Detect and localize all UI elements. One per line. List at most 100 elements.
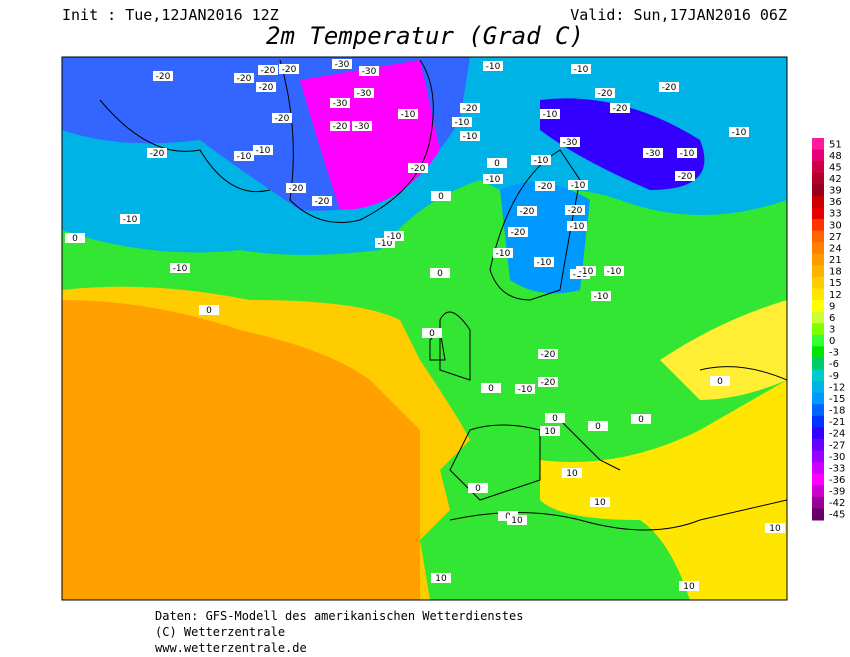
contour-label-box bbox=[534, 257, 554, 267]
contour-label-box bbox=[565, 205, 585, 215]
map-area: -20 -20-20 -20 -30-30-20-20-30-30-10-10-10-… bbox=[62, 57, 787, 600]
colorbar-label: 30 bbox=[829, 220, 842, 231]
contour-label: -10 bbox=[571, 181, 586, 191]
contour-label-box bbox=[562, 468, 582, 478]
colorbar-swatch bbox=[812, 415, 824, 428]
colorbar-label: 39 bbox=[829, 186, 842, 197]
contour-label: -20 bbox=[411, 164, 426, 174]
contour-label: -10 bbox=[574, 65, 589, 75]
contour-label-box bbox=[591, 291, 611, 301]
contour-label: -10 bbox=[543, 110, 558, 120]
contour-label: 0 bbox=[437, 269, 443, 279]
contour-label-box bbox=[515, 384, 535, 394]
init-time: Init : Tue,12JAN2016 12Z bbox=[62, 6, 279, 24]
contour-label-box bbox=[147, 148, 167, 158]
colorbar-swatch bbox=[812, 357, 824, 371]
colorbar-label: 27 bbox=[829, 232, 842, 243]
contour-label-box bbox=[120, 214, 140, 224]
contour-label-box bbox=[170, 263, 190, 273]
contour-label-box bbox=[508, 227, 528, 237]
colorbar-swatch bbox=[812, 149, 824, 162]
colorbar-swatch bbox=[812, 508, 824, 521]
contour-label: 0 bbox=[438, 192, 444, 202]
colorbar-label: 15 bbox=[829, 278, 842, 289]
colorbar-swatch bbox=[812, 195, 824, 208]
colorbar-swatch bbox=[812, 473, 824, 486]
contour-label-box bbox=[199, 305, 219, 315]
colorbar-swatch bbox=[812, 462, 824, 475]
contour-label-box bbox=[729, 127, 749, 137]
colorbar-label: 18 bbox=[829, 267, 842, 278]
contour-label-box bbox=[272, 113, 292, 123]
contour-label: 0 bbox=[552, 414, 558, 424]
colorbar-swatch bbox=[812, 276, 824, 289]
contour-label-box bbox=[535, 181, 555, 191]
colorbar-swatch bbox=[812, 311, 824, 324]
cold-region bbox=[540, 98, 705, 190]
contour-label-box bbox=[354, 88, 374, 98]
colorbar-swatch bbox=[812, 496, 824, 509]
warm-region bbox=[660, 300, 787, 400]
contour-label: 10 bbox=[544, 427, 556, 437]
contour-label: -20 bbox=[662, 83, 677, 93]
contour-label: -10 bbox=[173, 264, 188, 274]
colorbar-swatch bbox=[812, 485, 824, 498]
contour-label-box bbox=[765, 523, 785, 533]
colorbar-label: 21 bbox=[829, 255, 842, 266]
contour-label-box bbox=[234, 73, 254, 83]
contour-label: -20 bbox=[463, 104, 478, 114]
colorbar-label: 9 bbox=[829, 301, 835, 312]
colorbar-label: 45 bbox=[829, 162, 842, 173]
colorbar-label: -36 bbox=[829, 475, 845, 486]
colorbar-swatch bbox=[812, 242, 824, 255]
warm-region bbox=[540, 380, 787, 600]
colorbar-label: 48 bbox=[829, 151, 842, 162]
contour-label: -10 bbox=[537, 258, 552, 268]
contour-label-box bbox=[604, 266, 624, 276]
contour-label-box bbox=[531, 155, 551, 165]
colorbar-swatch bbox=[812, 253, 824, 266]
colorbar-swatch bbox=[812, 300, 824, 313]
colorbar-label: 6 bbox=[829, 313, 835, 324]
contour-label: 10 bbox=[683, 582, 695, 592]
colorbar-label: -6 bbox=[829, 359, 839, 370]
contour-label-box bbox=[679, 581, 699, 591]
contour-label: -20 bbox=[289, 184, 304, 194]
contour-label-box bbox=[540, 109, 560, 119]
colorbar-label: -33 bbox=[829, 463, 845, 474]
colorbar-swatch bbox=[812, 404, 824, 417]
contour-label: -20 bbox=[333, 122, 348, 132]
contour-label-box bbox=[258, 65, 278, 75]
contour-label-box bbox=[398, 109, 418, 119]
colorbar-label: -39 bbox=[829, 487, 845, 498]
contour-label-box bbox=[384, 231, 404, 241]
footer-source: Daten: GFS-Modell des amerikanischen Wet… bbox=[155, 609, 523, 623]
colorbar-swatch bbox=[812, 172, 824, 185]
contour-label-box bbox=[710, 376, 730, 386]
contour-label-box bbox=[312, 196, 332, 206]
contour-label-box bbox=[483, 61, 503, 71]
colorbar-swatch bbox=[812, 334, 824, 347]
colorbar-label: -21 bbox=[829, 417, 845, 428]
cold-region bbox=[300, 60, 440, 210]
contour-label-box bbox=[595, 88, 615, 98]
colorbar-label: 24 bbox=[829, 243, 842, 254]
contour-label: -30 bbox=[335, 60, 350, 70]
colorbar-label: -45 bbox=[829, 510, 845, 521]
contour-label: -10 bbox=[387, 232, 402, 242]
contour-label: -20 bbox=[261, 66, 276, 76]
contour-label: -20 bbox=[156, 72, 171, 82]
colorbar-swatch bbox=[812, 288, 824, 301]
colorbar-label: 12 bbox=[829, 290, 842, 301]
contour-label-box bbox=[153, 71, 173, 81]
contour-label-box bbox=[576, 266, 596, 276]
contour-label-box bbox=[610, 103, 630, 113]
contour-label: -10 bbox=[518, 385, 533, 395]
colorbar-label: 3 bbox=[829, 325, 835, 336]
colorbar-label: -15 bbox=[829, 394, 845, 405]
contour-label-box bbox=[545, 413, 565, 423]
contour-label: -10 bbox=[732, 128, 747, 138]
map-frame bbox=[61, 56, 788, 601]
contour-label-box bbox=[675, 171, 695, 181]
warm-region bbox=[62, 300, 420, 600]
